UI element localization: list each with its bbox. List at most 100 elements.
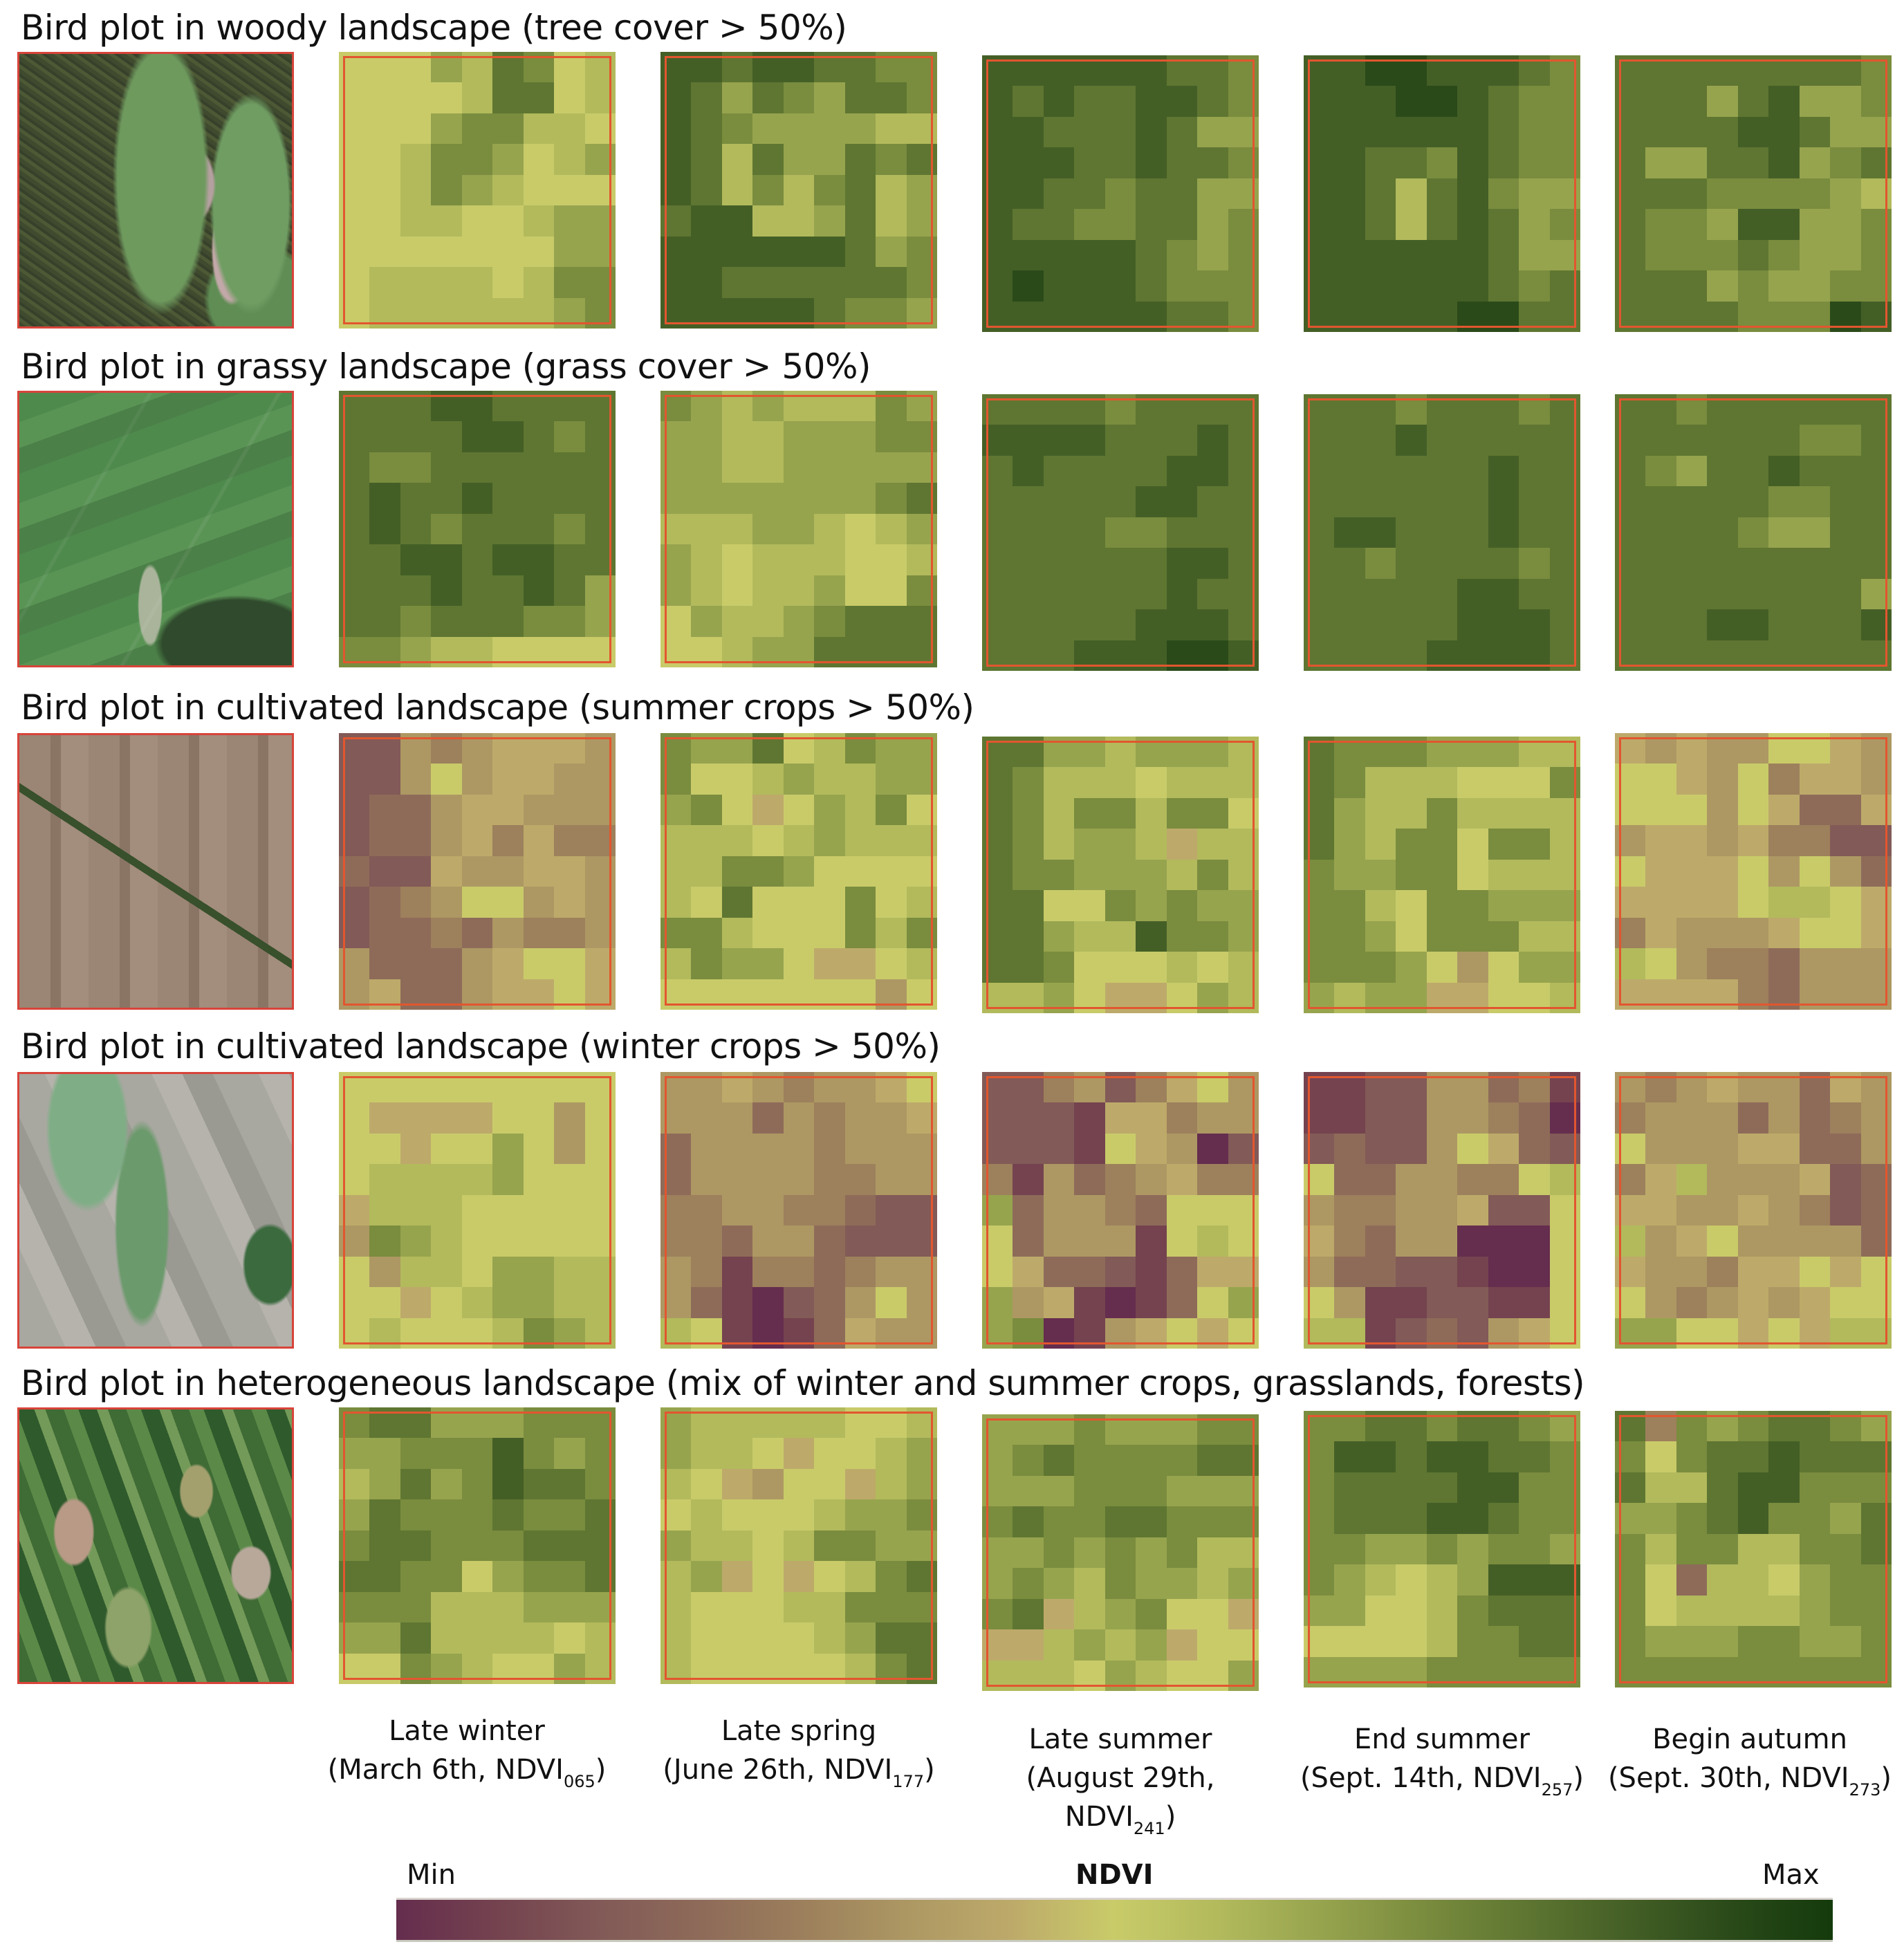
ndvi-pixel xyxy=(844,297,876,329)
ndvi-pixel xyxy=(752,1468,784,1500)
ndvi-pixel xyxy=(1519,239,1550,271)
ndvi-pixel xyxy=(1488,1441,1519,1472)
ndvi-pixel xyxy=(844,1194,876,1226)
ndvi-pixel xyxy=(1645,1503,1676,1534)
ndvi-pixel xyxy=(691,1622,722,1654)
ndvi-pixel xyxy=(1645,1287,1676,1318)
ndvi-pixel xyxy=(461,948,493,979)
ndvi-pixel xyxy=(1228,548,1259,579)
ndvi-pixel xyxy=(1830,1656,1861,1688)
ndvi-pixel xyxy=(1136,1598,1167,1630)
ndvi-pixel xyxy=(783,1072,815,1103)
ndvi-pixel xyxy=(1488,486,1519,517)
ndvi-tile xyxy=(339,733,616,1010)
ndvi-pixel xyxy=(844,1561,876,1592)
ndvi-pixel xyxy=(691,1530,722,1562)
ndvi-pixel xyxy=(876,1256,907,1288)
ndvi-pixel xyxy=(752,1194,784,1226)
ndvi-pixel xyxy=(1860,1226,1892,1257)
ndvi-pixel xyxy=(1645,948,1676,979)
caption-date: (March 6th, NDVI065) xyxy=(327,1754,607,1791)
ndvi-pixel xyxy=(1136,270,1167,302)
ndvi-pixel xyxy=(1645,239,1676,271)
ndvi-pixel xyxy=(844,1164,876,1195)
ndvi-pixel xyxy=(1074,1537,1105,1569)
ndvi-pixel xyxy=(431,948,462,979)
ndvi-pixel xyxy=(1549,1256,1580,1288)
ndvi-pixel xyxy=(1860,1256,1892,1288)
ndvi-pixel xyxy=(1645,578,1676,610)
ndvi-pixel xyxy=(1104,1072,1136,1103)
ndvi-pixel xyxy=(660,979,692,1010)
ndvi-pixel xyxy=(1860,1102,1892,1134)
ndvi-pixel xyxy=(982,1317,1013,1349)
ndvi-pixel xyxy=(1136,1194,1167,1226)
ndvi-pixel xyxy=(1334,86,1365,117)
ndvi-pixel xyxy=(1074,797,1105,829)
ndvi-pixel xyxy=(1104,548,1136,579)
ndvi-pixel xyxy=(783,1622,815,1654)
ndvi-pixel xyxy=(1426,829,1458,860)
ndvi-pixel xyxy=(1104,147,1136,178)
ndvi-pixel xyxy=(1457,1256,1488,1288)
ndvi-pixel xyxy=(554,794,585,826)
ndvi-pixel xyxy=(1645,856,1676,887)
ndvi-pixel xyxy=(339,267,370,298)
ndvi-pixel xyxy=(1799,548,1831,579)
ndvi-pixel xyxy=(1549,455,1580,487)
ndvi-pixel xyxy=(1488,859,1519,891)
ndvi-pixel xyxy=(1013,1629,1044,1661)
ndvi-pixel xyxy=(492,174,524,206)
ndvi-pixel xyxy=(660,575,692,607)
ndvi-pixel xyxy=(461,1591,493,1623)
ndvi-pixel xyxy=(1860,517,1892,548)
ndvi-pixel xyxy=(369,606,400,637)
ndvi-pixel xyxy=(584,1407,616,1439)
ndvi-pixel xyxy=(554,636,585,667)
ndvi-pixel xyxy=(1304,640,1335,671)
ndvi-pixel xyxy=(1488,209,1519,240)
ndvi-pixel xyxy=(1197,1072,1228,1103)
ndvi-pixel xyxy=(1043,517,1075,548)
aerial-photo-heterogeneous xyxy=(17,1407,294,1684)
ndvi-pixel xyxy=(1676,979,1708,1010)
ndvi-pixel xyxy=(1860,239,1892,271)
ndvi-pixel xyxy=(1830,917,1861,949)
ndvi-pixel xyxy=(1645,1194,1676,1226)
ndvi-pixel xyxy=(1830,425,1861,456)
ndvi-pixel xyxy=(1488,301,1519,332)
ndvi-pixel xyxy=(691,636,722,667)
ndvi-pixel xyxy=(906,82,937,113)
ndvi-pixel xyxy=(339,113,370,145)
ndvi-pixel xyxy=(1676,640,1708,671)
ndvi-pixel xyxy=(1457,486,1488,517)
ndvi-pixel xyxy=(369,82,400,113)
ndvi-pixel xyxy=(1013,425,1044,456)
ndvi-pixel xyxy=(752,544,784,575)
ndvi-pixel xyxy=(1615,1533,1646,1565)
ndvi-pixel xyxy=(369,174,400,206)
ndvi-pixel xyxy=(1304,178,1335,210)
ndvi-pixel xyxy=(1737,1411,1769,1442)
ndvi-pixel xyxy=(1396,829,1427,860)
ndvi-pixel xyxy=(431,1072,462,1103)
ndvi-pixel xyxy=(691,391,722,422)
ndvi-pixel xyxy=(721,917,753,949)
caption-late-spring: Late spring (June 26th, NDVI177) xyxy=(647,1712,951,1790)
ndvi-pixel xyxy=(982,86,1013,117)
ndvi-pixel xyxy=(1334,767,1365,798)
ndvi-pixel xyxy=(1136,797,1167,829)
ndvi-pixel xyxy=(1615,147,1646,178)
ndvi-pixel xyxy=(1799,1656,1831,1688)
ndvi-pixel xyxy=(814,794,845,826)
ndvi-pixel xyxy=(906,764,937,795)
ndvi-pixel xyxy=(1737,1656,1769,1688)
ndvi-pixel xyxy=(1676,794,1708,826)
ndvi-pixel xyxy=(1365,767,1396,798)
ndvi-pixel xyxy=(400,1256,432,1288)
ndvi-pixel xyxy=(339,452,370,483)
ndvi-pixel xyxy=(1768,948,1800,979)
ndvi-pixel xyxy=(1228,1256,1259,1288)
ndvi-pixel xyxy=(1228,1133,1259,1165)
ndvi-pixel xyxy=(1549,952,1580,983)
